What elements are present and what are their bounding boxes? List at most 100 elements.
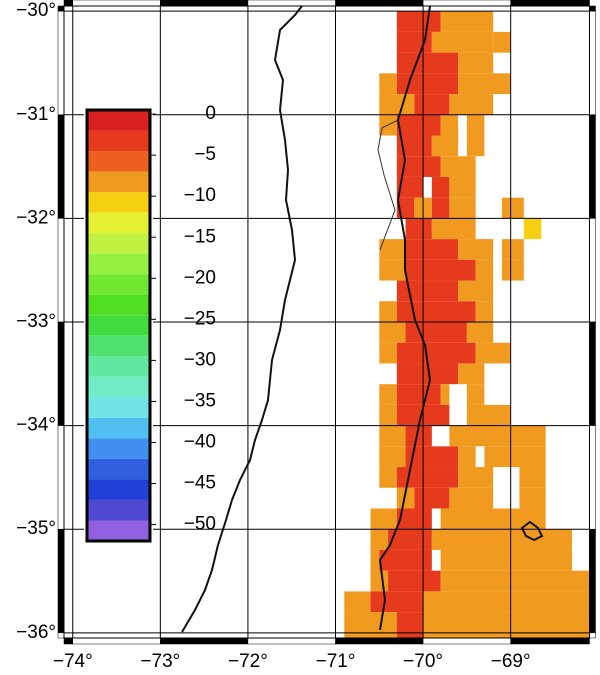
y-tick-label: −33° bbox=[16, 311, 56, 332]
y-tick-label: −30° bbox=[16, 0, 56, 21]
cell bbox=[379, 467, 397, 488]
colorbar-band bbox=[87, 417, 150, 439]
colorbar-band bbox=[87, 356, 150, 377]
colorbar: 0 −5 −10 −15 −20 −25 −30 −35 −40 −45 −50 bbox=[84, 103, 216, 544]
colorbar-band bbox=[87, 192, 150, 213]
cell bbox=[379, 384, 397, 405]
cell bbox=[458, 73, 511, 95]
cell bbox=[523, 218, 542, 240]
cell bbox=[431, 529, 572, 550]
cell bbox=[466, 135, 485, 157]
frame-segment bbox=[335, 0, 424, 7]
cell bbox=[370, 508, 397, 530]
cell bbox=[440, 384, 450, 405]
x-tick-label: −70° bbox=[403, 651, 443, 672]
cell bbox=[475, 301, 494, 322]
frame-segment bbox=[589, 10, 596, 116]
cell bbox=[396, 612, 424, 638]
cell bbox=[431, 135, 459, 157]
colorbar-label: −5 bbox=[194, 144, 216, 165]
frame-segment bbox=[589, 321, 596, 426]
cell bbox=[466, 322, 494, 343]
cell bbox=[344, 591, 371, 613]
frame-segment bbox=[589, 632, 596, 639]
frame-segment bbox=[589, 425, 596, 530]
colorbar-label: 0 bbox=[205, 103, 216, 124]
cell bbox=[396, 363, 459, 385]
colorbar-band bbox=[87, 130, 150, 152]
colorbar-border bbox=[85, 108, 152, 543]
y-tick-label: −32° bbox=[16, 207, 56, 228]
cell bbox=[449, 425, 546, 447]
colorbar-label: −45 bbox=[184, 473, 216, 494]
cell bbox=[370, 570, 389, 592]
cell bbox=[519, 487, 546, 509]
cell bbox=[405, 259, 476, 281]
colorbar-band bbox=[87, 499, 150, 521]
map-border bbox=[63, 5, 590, 639]
cell bbox=[458, 467, 494, 488]
cell bbox=[440, 549, 572, 571]
cell bbox=[379, 94, 415, 115]
coast-detail bbox=[377, 119, 399, 251]
cell bbox=[458, 363, 485, 385]
y-tick-label: −35° bbox=[16, 518, 56, 539]
colorbar-label: −35 bbox=[184, 390, 216, 411]
cell bbox=[449, 94, 494, 115]
cell bbox=[379, 239, 406, 260]
cell bbox=[501, 239, 524, 260]
cell bbox=[379, 404, 397, 426]
cell bbox=[440, 570, 590, 592]
cell bbox=[458, 52, 494, 74]
colorbar-band bbox=[87, 171, 150, 193]
colorbar-band bbox=[87, 212, 150, 234]
cell bbox=[370, 549, 380, 571]
cell bbox=[440, 508, 546, 530]
cell bbox=[493, 31, 511, 53]
cell bbox=[440, 156, 476, 177]
x-tick-label: −74° bbox=[53, 651, 93, 672]
cell bbox=[370, 529, 389, 550]
cell bbox=[431, 176, 450, 198]
frame-segment bbox=[589, 5, 596, 12]
cell bbox=[484, 446, 546, 468]
cell bbox=[396, 280, 459, 302]
colorbar-label: −30 bbox=[184, 349, 216, 370]
frame-segment bbox=[335, 637, 424, 645]
cell bbox=[475, 259, 494, 281]
frame-segment bbox=[63, 0, 74, 7]
colorbar-band bbox=[87, 376, 150, 398]
colorbar-band bbox=[87, 151, 150, 172]
colorbar-label: −50 bbox=[184, 514, 216, 535]
coastline bbox=[181, 5, 303, 633]
frame-segment bbox=[422, 637, 511, 645]
cell bbox=[423, 591, 590, 613]
frame-segment bbox=[57, 425, 65, 530]
colorbar-band bbox=[87, 110, 150, 131]
cell bbox=[405, 425, 432, 447]
cell bbox=[466, 384, 485, 405]
x-tick-label: −69° bbox=[491, 651, 531, 672]
cell bbox=[396, 384, 441, 405]
cell bbox=[431, 218, 476, 240]
cell bbox=[423, 612, 590, 638]
frame-segment bbox=[72, 0, 161, 7]
frame-segment bbox=[72, 637, 161, 645]
cell bbox=[396, 114, 441, 136]
cell bbox=[379, 342, 397, 364]
frame-segment bbox=[247, 0, 336, 7]
colorbar-band bbox=[87, 458, 150, 480]
colorbar-label: −25 bbox=[184, 308, 216, 329]
colorbar-band bbox=[87, 315, 150, 336]
cell bbox=[379, 446, 406, 468]
frame-segment bbox=[510, 637, 590, 645]
cell bbox=[396, 73, 459, 95]
cell bbox=[501, 259, 524, 281]
x-tick-label: −72° bbox=[228, 651, 268, 672]
cell bbox=[440, 11, 494, 32]
frame-segment bbox=[160, 0, 249, 7]
cell bbox=[458, 280, 494, 302]
frame-segment bbox=[57, 218, 65, 323]
cell bbox=[449, 176, 476, 198]
